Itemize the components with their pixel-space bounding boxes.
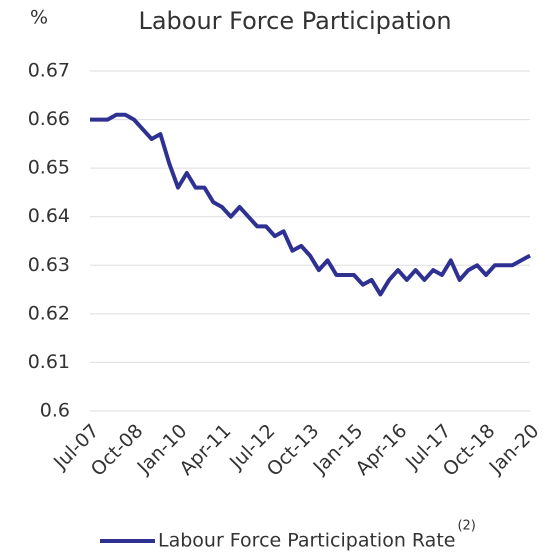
legend-label: Labour Force Participation Rate: [158, 530, 455, 552]
y-tick-label: 0.65: [28, 157, 70, 179]
y-tick-label: 0.64: [28, 205, 70, 227]
y-tick-label: 0.67: [28, 60, 70, 82]
y-tick-label: 0.66: [28, 108, 70, 130]
legend-footnote: (2): [457, 519, 475, 534]
y-tick-label: 0.62: [28, 302, 70, 324]
chart-title: Labour Force Participation: [138, 7, 451, 35]
y-tick-label: 0.61: [28, 351, 70, 373]
line: [90, 112, 531, 297]
x-tick-label: Jan-20: [485, 420, 544, 479]
y-tick-label: 0.6: [40, 400, 70, 422]
y-tick-label: 0.63: [28, 254, 70, 276]
y-axis-label: %: [30, 7, 48, 29]
